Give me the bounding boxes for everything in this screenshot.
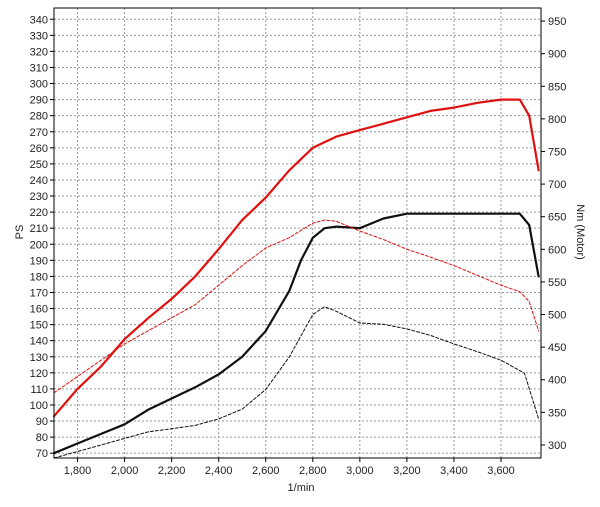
y-right-tick-label: 850	[548, 81, 566, 93]
y-left-tick-label: 340	[30, 14, 48, 26]
y-left-tick-label: 160	[30, 304, 48, 316]
y-left-tick-label: 150	[30, 320, 48, 332]
y-left-tick-label: 250	[30, 159, 48, 171]
y-left-tick-label: 240	[30, 175, 48, 187]
x-axis-ticks: 1,800 2,000 2,200 2,400 2,600 2,800 3,000 3,200…	[64, 458, 515, 477]
y-left-tick-label: 100	[30, 400, 48, 412]
series-torque-black	[53, 306, 540, 459]
y-left-tick-label: 210	[30, 223, 48, 235]
y-left-tick-label: 200	[30, 239, 48, 251]
y-left-tick-label: 90	[36, 416, 48, 428]
x-tick-label: 3,000	[346, 465, 374, 477]
x-tick-label: 1,800	[64, 465, 92, 477]
y-left-tick-label: 290	[30, 95, 48, 107]
series-torque-red	[53, 219, 540, 394]
y-right-tick-label: 450	[548, 342, 566, 354]
y-left-tick-label: 230	[30, 191, 48, 203]
y-left-tick-label: 80	[36, 432, 48, 444]
y-left-tick-label: 220	[30, 207, 48, 219]
y-left-tick-label: 270	[30, 127, 48, 139]
series-power-red	[52, 98, 540, 418]
y-right-tick-label: 900	[548, 49, 566, 61]
y-left-tick-label: 170	[30, 287, 48, 299]
plot-frame	[53, 7, 542, 459]
x-tick-label: 3,200	[393, 465, 421, 477]
y-right-tick-label: 800	[548, 114, 566, 126]
y-right-tick-label: 400	[548, 375, 566, 387]
y-left-tick-label: 260	[30, 143, 48, 155]
y-left-tick-label: 180	[30, 271, 48, 283]
y-right-tick-label: 500	[548, 310, 566, 322]
y-left-tick-label: 310	[30, 62, 48, 74]
y-right-tick-label: 700	[548, 179, 566, 191]
y-right-axis-ticks: 300 350 400 450 500 550 600 650 700 750 800 850 900 9…	[541, 16, 566, 452]
y-left-tick-label: 110	[30, 384, 48, 396]
y-right-tick-label: 750	[548, 146, 566, 158]
y-left-tick-label: 70	[36, 448, 48, 460]
x-tick-label: 2,000	[111, 465, 139, 477]
y-left-tick-label: 320	[30, 46, 48, 58]
y-left-axis-title: PS	[14, 225, 26, 240]
series-layer	[52, 98, 540, 459]
y-right-tick-label: 650	[548, 212, 566, 224]
y-right-tick-label: 300	[548, 440, 566, 452]
y-left-tick-label: 130	[30, 352, 48, 364]
y-left-tick-label: 140	[30, 336, 48, 348]
x-tick-label: 2,600	[252, 465, 280, 477]
y-left-axis-ticks: 70 80 90 100 110 120 130 140 150 160 170 180 190 200 2…	[30, 14, 54, 460]
y-left-tick-label: 300	[30, 79, 48, 91]
x-tick-label: 2,200	[158, 465, 186, 477]
x-tick-label: 2,400	[205, 465, 233, 477]
y-left-tick-label: 120	[30, 368, 48, 380]
y-right-tick-label: 550	[548, 277, 566, 289]
y-left-tick-label: 190	[30, 255, 48, 267]
y-left-tick-label: 330	[30, 30, 48, 42]
x-axis-title: 1/min	[288, 482, 315, 494]
y-right-tick-label: 350	[548, 407, 566, 419]
y-right-tick-label: 950	[548, 16, 566, 28]
x-tick-label: 3,600	[487, 465, 515, 477]
y-right-tick-label: 600	[548, 244, 566, 256]
x-tick-label: 3,400	[440, 465, 468, 477]
grid	[54, 8, 541, 458]
x-tick-label: 2,800	[299, 465, 327, 477]
series-power-black	[52, 212, 540, 455]
y-right-axis-title: Nm (Motor)	[574, 204, 586, 260]
y-left-tick-label: 280	[30, 111, 48, 123]
